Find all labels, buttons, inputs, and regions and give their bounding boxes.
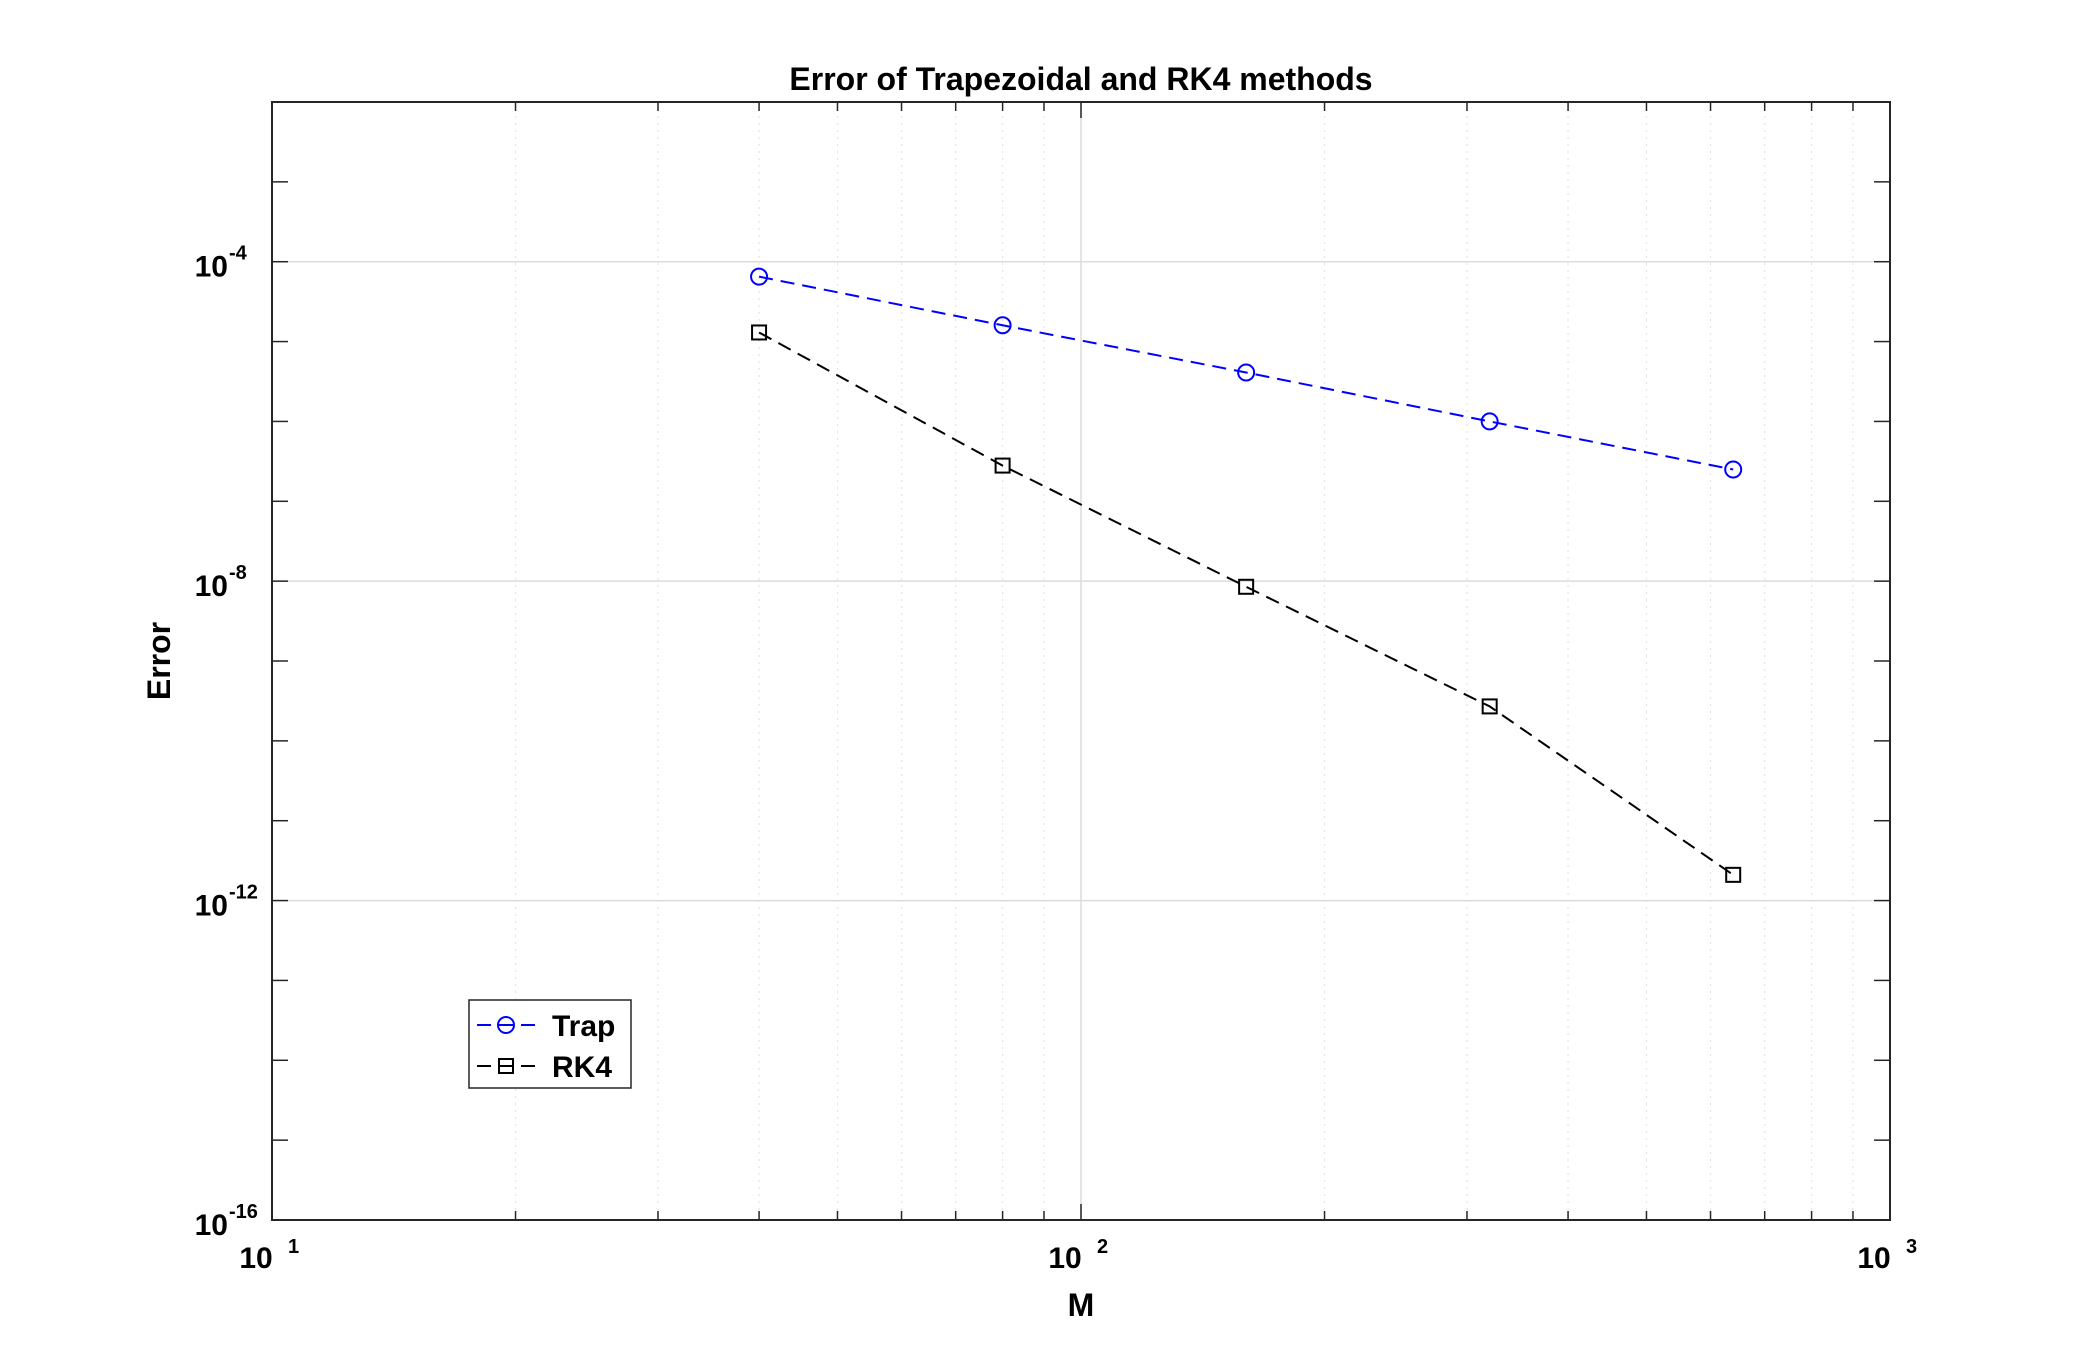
chart-title: Error of Trapezoidal and RK4 methods (789, 61, 1372, 97)
y-tick-label: 10 (195, 251, 228, 284)
series-line-trap (758, 275, 1734, 471)
y-tick-label: 10 (195, 890, 228, 923)
y-tick-exponent: -4 (229, 243, 248, 265)
data-point-rk4 (1481, 698, 1498, 715)
legend: Trap RK4 (468, 999, 632, 1089)
y-tick-exponent: -16 (229, 1201, 258, 1223)
series-line-rk4 (758, 331, 1734, 876)
legend-rk4-marker (498, 1058, 514, 1074)
x-tick-label: 10 (1048, 1242, 1081, 1275)
data-point-rk4 (751, 324, 768, 341)
y-tick-exponent: -12 (229, 882, 258, 904)
x-tick-exponent: 1 (288, 1236, 299, 1258)
data-point-trap (1724, 460, 1743, 479)
data-point-rk4 (1238, 578, 1255, 595)
x-tick-label: 10 (1857, 1242, 1890, 1275)
data-point-trap (993, 316, 1012, 335)
legend-trap-marker (497, 1016, 515, 1034)
data-point-trap (1237, 363, 1256, 382)
data-point-rk4 (994, 457, 1011, 474)
legend-trap-label: Trap (552, 1010, 615, 1043)
plot-frame (271, 101, 1891, 1221)
y-axis-label: Error (141, 622, 177, 700)
data-point-trap (1480, 412, 1499, 431)
x-tick-label: 10 (239, 1242, 272, 1275)
legend-box (468, 999, 632, 1089)
legend-rk4-label: RK4 (552, 1051, 612, 1084)
x-tick-exponent: 3 (1906, 1236, 1917, 1258)
data-series (750, 267, 1743, 883)
data-point-rk4 (1725, 866, 1742, 883)
y-tick-label: 10 (195, 1209, 228, 1242)
x-axis-label: M (1068, 1287, 1095, 1323)
data-point-trap (750, 267, 769, 286)
x-tick-exponent: 2 (1097, 1236, 1108, 1258)
y-tick-label: 10 (195, 570, 228, 603)
y-tick-exponent: -8 (229, 562, 247, 584)
